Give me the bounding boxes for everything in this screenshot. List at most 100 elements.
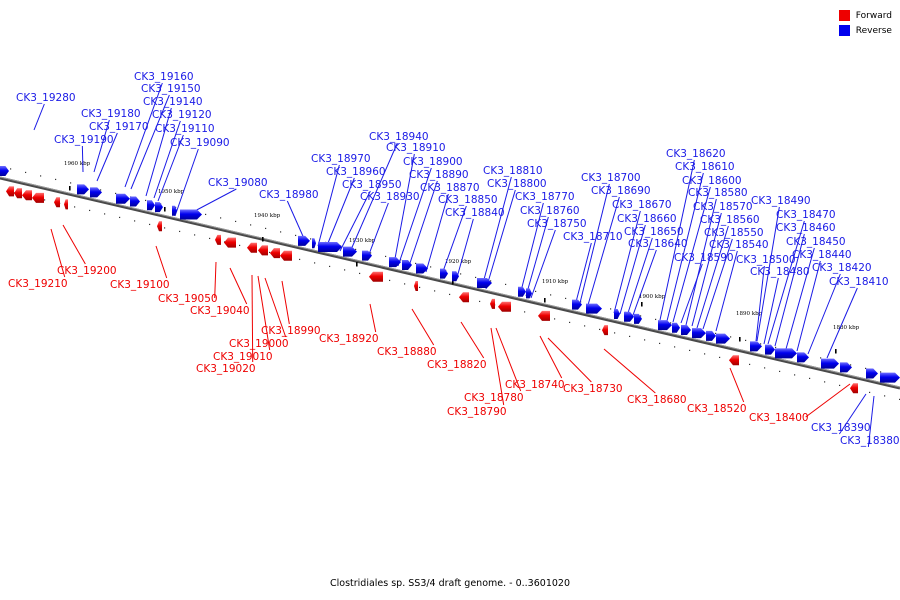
gene-label-ck3-18970[interactable]: CK3_18970	[311, 153, 371, 165]
gene-label-ck3-19190[interactable]: CK3_19190	[54, 134, 114, 146]
reverse-gene-glyph[interactable]	[90, 187, 102, 198]
forward-gene-glyph[interactable]	[280, 250, 292, 261]
gene-label-ck3-19090[interactable]: CK3_19090	[170, 137, 230, 149]
gene-label-ck3-18950[interactable]: CK3_18950	[342, 179, 402, 191]
gene-label-ck3-18960[interactable]: CK3_18960	[326, 166, 386, 178]
gene-label-ck3-18990[interactable]: CK3_18990	[261, 325, 321, 337]
reverse-gene-glyph[interactable]	[750, 341, 762, 352]
forward-gene-glyph[interactable]	[270, 248, 280, 259]
gene-label-ck3-18820[interactable]: CK3_18820	[427, 359, 487, 371]
reverse-gene-glyph[interactable]	[416, 263, 428, 274]
gene-label-ck3-18810[interactable]: CK3_18810	[483, 165, 543, 177]
forward-gene-glyph[interactable]	[64, 199, 68, 210]
reverse-gene-glyph[interactable]	[821, 358, 839, 369]
gene-label-ck3-18500[interactable]: CK3_18500	[736, 254, 796, 266]
reverse-gene-glyph[interactable]	[586, 303, 602, 314]
reverse-gene-glyph[interactable]	[0, 166, 9, 177]
gene-label-ck3-18590[interactable]: CK3_18590	[674, 252, 734, 264]
gene-label-ck3-19020[interactable]: CK3_19020	[196, 363, 256, 375]
gene-label-ck3-18490[interactable]: CK3_18490	[751, 195, 811, 207]
gene-label-ck3-19200[interactable]: CK3_19200	[57, 265, 117, 277]
gene-label-ck3-19280[interactable]: CK3_19280	[16, 92, 76, 104]
forward-gene-glyph[interactable]	[850, 383, 858, 394]
reverse-gene-glyph[interactable]	[880, 372, 900, 383]
gene-label-ck3-18400[interactable]: CK3_18400	[749, 412, 809, 424]
gene-label-ck3-18680[interactable]: CK3_18680	[627, 394, 687, 406]
reverse-gene-glyph[interactable]	[866, 368, 878, 379]
forward-gene-glyph[interactable]	[459, 292, 469, 303]
reverse-gene-glyph[interactable]	[716, 333, 730, 344]
reverse-gene-glyph[interactable]	[775, 348, 797, 359]
gene-label-ck3-19210[interactable]: CK3_19210	[8, 278, 68, 290]
reverse-gene-glyph[interactable]	[77, 184, 89, 195]
gene-label-ck3-18890[interactable]: CK3_18890	[409, 169, 469, 181]
forward-gene-glyph[interactable]	[498, 301, 511, 312]
reverse-gene-glyph[interactable]	[312, 238, 316, 249]
reverse-gene-glyph[interactable]	[172, 205, 177, 216]
reverse-gene-glyph[interactable]	[402, 259, 412, 270]
gene-label-ck3-18380[interactable]: CK3_18380	[840, 435, 900, 447]
reverse-gene-glyph[interactable]	[706, 330, 716, 341]
gene-label-ck3-18710[interactable]: CK3_18710	[563, 231, 623, 243]
gene-label-ck3-19180[interactable]: CK3_19180	[81, 108, 141, 120]
forward-gene-glyph[interactable]	[258, 245, 268, 256]
reverse-gene-glyph[interactable]	[624, 311, 634, 322]
gene-label-ck3-19120[interactable]: CK3_19120	[152, 109, 212, 121]
gene-label-ck3-18870[interactable]: CK3_18870	[420, 182, 480, 194]
reverse-gene-glyph[interactable]	[116, 193, 130, 204]
gene-label-ck3-18880[interactable]: CK3_18880	[377, 346, 437, 358]
forward-gene-glyph[interactable]	[538, 310, 550, 321]
gene-label-ck3-18940[interactable]: CK3_18940	[369, 131, 429, 143]
reverse-gene-glyph[interactable]	[765, 344, 775, 355]
reverse-gene-glyph[interactable]	[614, 308, 620, 319]
gene-label-ck3-19050[interactable]: CK3_19050	[158, 293, 218, 305]
reverse-gene-glyph[interactable]	[155, 202, 163, 213]
gene-label-ck3-19150[interactable]: CK3_19150	[141, 83, 201, 95]
reverse-gene-glyph[interactable]	[518, 286, 526, 297]
reverse-gene-glyph[interactable]	[658, 320, 672, 331]
gene-label-ck3-18730[interactable]: CK3_18730	[563, 383, 623, 395]
reverse-gene-glyph[interactable]	[180, 209, 202, 220]
gene-label-ck3-18420[interactable]: CK3_18420	[812, 262, 872, 274]
forward-gene-glyph[interactable]	[224, 237, 236, 248]
gene-label-ck3-19160[interactable]: CK3_19160	[134, 71, 194, 83]
gene-label-ck3-18610[interactable]: CK3_18610	[675, 161, 735, 173]
gene-label-ck3-19040[interactable]: CK3_19040	[190, 305, 250, 317]
gene-label-ck3-18700[interactable]: CK3_18700	[581, 172, 641, 184]
gene-label-ck3-18660[interactable]: CK3_18660	[617, 213, 677, 225]
reverse-gene-glyph[interactable]	[840, 362, 852, 373]
reverse-gene-glyph[interactable]	[634, 313, 642, 324]
gene-label-ck3-19080[interactable]: CK3_19080	[208, 177, 268, 189]
gene-label-ck3-18790[interactable]: CK3_18790	[447, 406, 507, 418]
reverse-gene-glyph[interactable]	[477, 278, 492, 289]
gene-label-ck3-18650[interactable]: CK3_18650	[624, 226, 684, 238]
reverse-gene-glyph[interactable]	[130, 196, 140, 207]
forward-gene-glyph[interactable]	[157, 221, 162, 232]
gene-label-ck3-18840[interactable]: CK3_18840	[445, 207, 505, 219]
forward-gene-glyph[interactable]	[6, 186, 14, 197]
gene-label-ck3-18390[interactable]: CK3_18390	[811, 422, 871, 434]
gene-label-ck3-18440[interactable]: CK3_18440	[792, 249, 852, 261]
reverse-gene-glyph[interactable]	[343, 246, 357, 257]
forward-gene-glyph[interactable]	[247, 242, 257, 253]
gene-label-ck3-18540[interactable]: CK3_18540	[709, 239, 769, 251]
reverse-gene-glyph[interactable]	[526, 288, 532, 299]
gene-label-ck3-18550[interactable]: CK3_18550	[704, 227, 764, 239]
forward-gene-glyph[interactable]	[414, 281, 418, 292]
gene-label-ck3-18520[interactable]: CK3_18520	[687, 403, 747, 415]
reverse-gene-glyph[interactable]	[440, 268, 448, 279]
gene-label-ck3-18460[interactable]: CK3_18460	[776, 222, 836, 234]
reverse-gene-glyph[interactable]	[692, 328, 706, 339]
gene-label-ck3-18410[interactable]: CK3_18410	[829, 276, 889, 288]
gene-label-ck3-19000[interactable]: CK3_19000	[229, 338, 289, 350]
gene-label-ck3-18450[interactable]: CK3_18450	[786, 236, 846, 248]
gene-label-ck3-18620[interactable]: CK3_18620	[666, 148, 726, 160]
gene-label-ck3-18780[interactable]: CK3_18780	[464, 392, 524, 404]
gene-label-ck3-19170[interactable]: CK3_19170	[89, 121, 149, 133]
gene-label-ck3-18750[interactable]: CK3_18750	[527, 218, 587, 230]
forward-gene-glyph[interactable]	[490, 298, 495, 309]
gene-label-ck3-18760[interactable]: CK3_18760	[520, 205, 580, 217]
forward-gene-glyph[interactable]	[729, 355, 739, 366]
reverse-gene-glyph[interactable]	[672, 322, 680, 333]
reverse-gene-glyph[interactable]	[389, 257, 401, 268]
